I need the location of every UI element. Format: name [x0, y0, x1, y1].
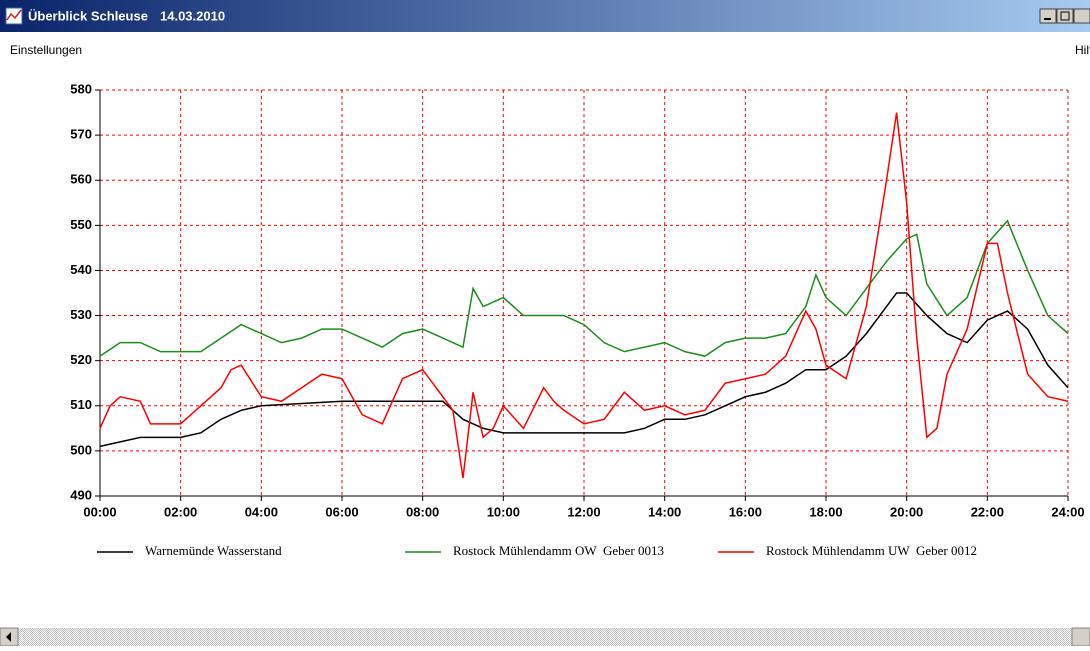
- x-tick-label: 18:00: [809, 504, 842, 519]
- x-tick-label: 04:00: [245, 504, 278, 519]
- y-tick-label: 500: [70, 442, 92, 457]
- x-tick-label: 08:00: [406, 504, 439, 519]
- x-tick-label: 12:00: [567, 504, 600, 519]
- x-tick-label: 10:00: [487, 504, 520, 519]
- title-bar: [0, 0, 1090, 32]
- y-tick-label: 580: [70, 81, 92, 96]
- x-tick-label: 00:00: [83, 504, 116, 519]
- y-tick-label: 570: [70, 127, 92, 142]
- series-line: [99, 219, 1069, 357]
- x-tick-label: 22:00: [971, 504, 1004, 519]
- y-tick-label: 510: [70, 397, 92, 412]
- menu-item[interactable]: Einstellungen: [10, 43, 82, 57]
- y-tick-label: 490: [70, 487, 92, 502]
- x-tick-label: 14:00: [648, 504, 681, 519]
- window-date: 14.03.2010: [160, 8, 225, 23]
- series-line: [99, 112, 1069, 479]
- legend-label: Warnemünde Wasserstand: [145, 543, 282, 558]
- y-tick-label: 560: [70, 172, 92, 187]
- legend-label: Rostock Mühlendamm UW Geber 0012: [766, 543, 977, 558]
- legend-label: Rostock Mühlendamm OW Geber 0013: [453, 543, 664, 558]
- x-tick-label: 02:00: [164, 504, 197, 519]
- y-tick-label: 520: [70, 352, 92, 367]
- y-tick-label: 530: [70, 307, 92, 322]
- menu-bar: [0, 32, 1090, 60]
- x-tick-label: 20:00: [890, 504, 923, 519]
- chart: 490 500 510 520 530 540 550 560 570 580 00:00 02:00…: [70, 81, 1084, 558]
- app-icon: [5, 7, 23, 25]
- menu-item[interactable]: Hilfe: [1075, 43, 1090, 57]
- window-title: Überblick Schleuse: [28, 8, 148, 23]
- window-buttons[interactable]: [1039, 8, 1090, 24]
- series-line: [99, 292, 1069, 448]
- x-tick-label: 24:00: [1051, 504, 1084, 519]
- x-tick-label: 16:00: [729, 504, 762, 519]
- x-tick-label: 06:00: [325, 504, 358, 519]
- y-tick-label: 540: [70, 262, 92, 277]
- scrollbar[interactable]: [0, 627, 1090, 647]
- y-tick-label: 550: [70, 217, 92, 232]
